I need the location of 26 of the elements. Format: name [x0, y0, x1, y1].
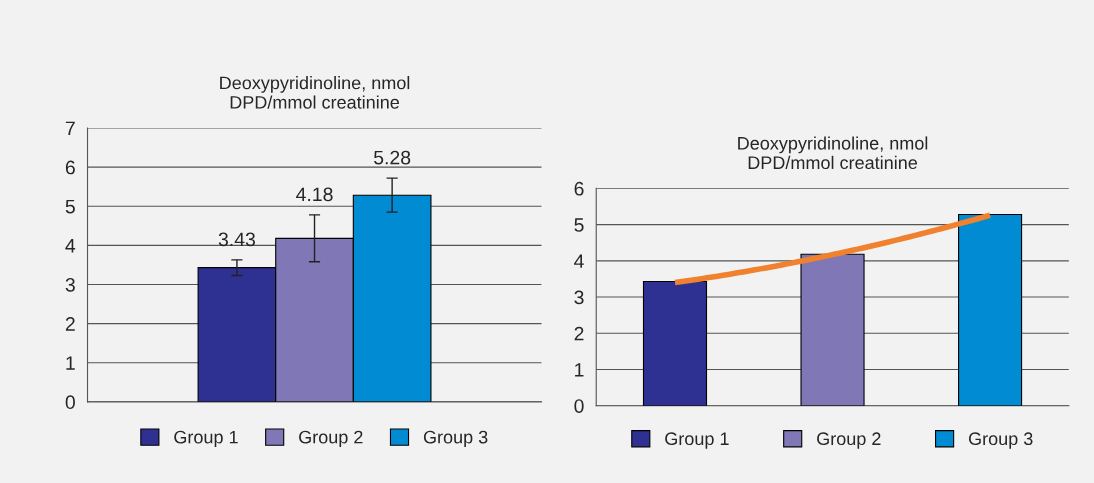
legend-label: Group 1 — [174, 430, 238, 448]
chart-title: Deoxypyridinoline, nmol DPD/mmol creatinine — [220, 76, 410, 109]
y-tick-label: 2 — [65, 317, 75, 331]
y-tick-label: 1 — [575, 363, 584, 377]
y-tick-label: 0 — [65, 395, 75, 410]
legend-label: Group 1 — [665, 432, 729, 449]
y-tick-label: 3 — [65, 277, 75, 292]
legend-label: Group 2 — [299, 430, 363, 448]
y-tick-label: 3 — [574, 290, 584, 305]
y-tick-label: 7 — [65, 121, 75, 136]
y-tick-label: 5 — [574, 218, 584, 232]
legend-label: Group 2 — [817, 432, 881, 449]
data-label: 5.28 — [373, 150, 411, 165]
y-tick-label: 5 — [65, 199, 75, 214]
legend-label: Group 3 — [423, 430, 488, 448]
y-tick-label: 0 — [574, 399, 584, 413]
y-tick-label: 4 — [574, 254, 584, 268]
data-label: 4.18 — [296, 187, 333, 202]
y-tick-label: 4 — [65, 239, 76, 253]
y-tick-label: 6 — [574, 181, 584, 196]
y-tick-label: 2 — [574, 326, 584, 341]
y-tick-label: 6 — [65, 160, 75, 175]
chart-title: Deoxypyridinoline, nmol DPD/mmol creatinine — [738, 136, 928, 170]
data-label: 3.43 — [218, 232, 255, 247]
y-tick-label: 1 — [66, 356, 75, 370]
legend-label: Group 3 — [968, 432, 1033, 449]
